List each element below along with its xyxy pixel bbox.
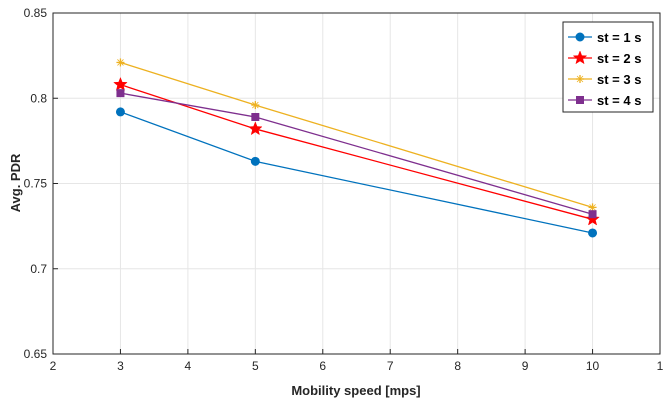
legend-item: st = 2 s — [568, 50, 641, 66]
x-tick-label: 6 — [319, 359, 326, 373]
legend-item: st = 4 s — [568, 93, 641, 108]
y-tick-label: 0.75 — [24, 177, 48, 191]
legend: st = 1 s st = 2 s st = 3 s st = 4 s — [562, 21, 654, 113]
legend-marker — [576, 75, 584, 83]
series-4 — [116, 89, 597, 219]
x-tick-label: 4 — [185, 359, 192, 373]
y-tick-label: 0.85 — [24, 6, 48, 20]
legend-marker — [572, 50, 588, 65]
data-point — [588, 210, 597, 219]
y-tick-label: 0.7 — [30, 262, 47, 276]
ticks: 2 3 4 5 6 7 8 9 10 1 0.65 0.7 0.75 0.8 0.85 — [24, 6, 664, 373]
data-point — [250, 156, 260, 166]
data-point — [588, 228, 598, 238]
legend-marker — [575, 32, 585, 42]
y-tick-label: 0.65 — [24, 347, 48, 361]
x-axis-label: Mobility speed [mps] — [291, 383, 420, 398]
data-point — [588, 203, 597, 212]
x-tick-label: 2 — [50, 359, 57, 373]
data-point — [585, 211, 600, 226]
data-point — [113, 76, 128, 91]
data-point — [116, 58, 125, 67]
y-axis-label: Avg. PDR — [8, 153, 23, 212]
legend-label: st = 1 s — [597, 30, 641, 45]
series-3 — [116, 58, 597, 212]
data-point — [251, 101, 260, 110]
x-tick-label: 5 — [252, 359, 259, 373]
series-1 — [115, 107, 598, 238]
x-tick-label: 10 — [586, 359, 600, 373]
x-tick-label: 8 — [454, 359, 461, 373]
y-tick-label: 0.8 — [30, 91, 47, 105]
legend-label: st = 4 s — [597, 93, 641, 108]
legend-item: st = 1 s — [568, 30, 641, 45]
data-point — [251, 113, 260, 122]
series-2 — [113, 76, 600, 226]
data-point — [116, 89, 125, 98]
x-tick-label: 9 — [522, 359, 529, 373]
data-point — [248, 121, 263, 136]
legend-item: st = 3 s — [568, 72, 641, 87]
data-point — [115, 107, 125, 117]
legend-label: st = 2 s — [597, 51, 641, 66]
x-tick-label: 3 — [117, 359, 124, 373]
x-tick-label: 7 — [387, 359, 394, 373]
series-layer — [113, 58, 600, 238]
legend-marker — [576, 96, 584, 104]
legend-label: st = 3 s — [597, 72, 641, 87]
x-tick-label: 1 — [657, 359, 664, 373]
